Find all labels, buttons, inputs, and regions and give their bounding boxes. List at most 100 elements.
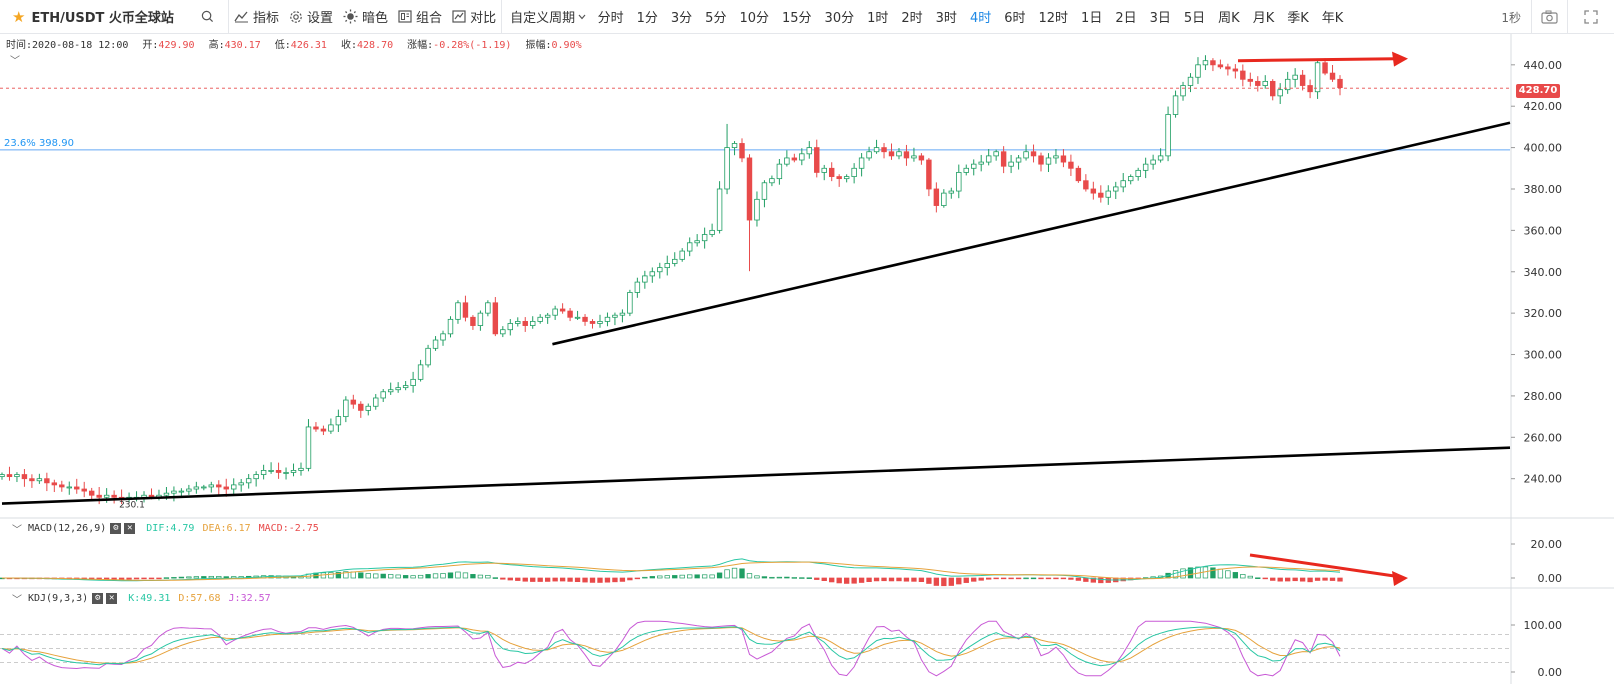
toolbar-divider xyxy=(1531,0,1532,34)
macd-histogram-bar xyxy=(582,577,588,583)
screenshot-button[interactable] xyxy=(1532,0,1567,34)
compare-button[interactable]: 对比 xyxy=(447,0,501,34)
candle-bullish xyxy=(290,470,297,473)
candle-bullish xyxy=(985,155,992,163)
candle-bullish xyxy=(806,147,813,155)
period-tab[interactable]: 1分 xyxy=(636,11,658,26)
collapse-macd-chevron-icon[interactable]: ﹀ xyxy=(12,525,22,536)
period-tab[interactable]: 15分 xyxy=(782,11,812,26)
macd-histogram-bar xyxy=(918,577,925,582)
candle-bearish xyxy=(1098,192,1104,198)
candle-bullish xyxy=(634,281,641,293)
macd-histogram-bar xyxy=(1307,577,1313,583)
candle-bullish xyxy=(36,478,43,482)
theme-label: 暗色 xyxy=(362,11,389,26)
period-tab[interactable]: 5日 xyxy=(1183,11,1206,26)
candle-bullish xyxy=(858,157,865,169)
period-tab[interactable]: 12时 xyxy=(1038,11,1069,26)
candlestick-chart[interactable]: 440.00 420.00 400.00 380.00 360.00 340.00 320.… xyxy=(0,34,1614,684)
candle-bearish xyxy=(1090,188,1097,194)
candle-bearish xyxy=(791,157,798,161)
period-tab[interactable]: 2日 xyxy=(1115,11,1137,26)
macd-dea-line xyxy=(2,561,1341,581)
macd-axis-label: 0.00 xyxy=(1538,572,1563,585)
period-tab[interactable]: 4时 xyxy=(969,11,992,26)
candle-bullish xyxy=(245,478,252,484)
high-value: 430.17 xyxy=(224,40,261,51)
macd-histogram-bar xyxy=(1023,577,1029,580)
macd-histogram-bar xyxy=(903,577,910,582)
macd-histogram-bar xyxy=(836,577,842,584)
y-axis-label: 240.00 xyxy=(1524,473,1563,486)
refresh-interval-button[interactable]: 1秒 xyxy=(1496,0,1531,34)
candle-bearish xyxy=(567,310,573,318)
macd-histogram-bar xyxy=(1299,577,1306,582)
favorite-star-icon[interactable]: ★ xyxy=(12,7,26,26)
macd-histogram-bar xyxy=(1180,568,1186,579)
macd-histogram-bar xyxy=(1322,577,1328,581)
y-axis-label: 420.00 xyxy=(1524,100,1563,113)
candle-bearish xyxy=(29,478,35,482)
macd-histogram-bar xyxy=(1337,577,1343,582)
period-tab[interactable]: 1日 xyxy=(1081,11,1103,26)
combo-button[interactable]: 组合 xyxy=(393,0,447,34)
macd-histogram-bar xyxy=(971,577,977,582)
macd-histogram-bar xyxy=(597,577,603,583)
macd-histogram-bar xyxy=(201,576,207,579)
macd-close-icon[interactable]: ✕ xyxy=(124,523,136,534)
candle-bullish xyxy=(694,240,700,244)
period-tab[interactable]: 年K xyxy=(1321,11,1344,26)
collapse-main-pane-chevron-icon[interactable]: ﹀ xyxy=(10,56,20,67)
candle-bullish xyxy=(432,339,439,349)
toolbar-divider xyxy=(501,0,503,34)
macd-histogram-bar xyxy=(1053,577,1059,580)
period-tab[interactable]: 周K xyxy=(1218,11,1240,26)
macd-histogram-bar xyxy=(716,572,723,579)
macd-histogram-bar xyxy=(769,576,775,579)
period-tab[interactable]: 分时 xyxy=(597,11,624,26)
candle-bullish xyxy=(380,391,386,399)
candle-bullish xyxy=(66,486,72,489)
macd-histogram-bar xyxy=(373,573,379,579)
macd-histogram-bar xyxy=(657,575,663,579)
candle-bullish xyxy=(425,347,431,366)
candle-bullish xyxy=(821,167,827,173)
period-tab[interactable]: 3时 xyxy=(935,11,957,26)
kdj-settings-icon[interactable]: ⚙ xyxy=(92,593,104,604)
period-tab[interactable]: 6时 xyxy=(1004,11,1026,26)
period-tab[interactable]: 月K xyxy=(1252,11,1275,26)
candle-bullish xyxy=(1127,176,1134,182)
period-tab[interactable]: 5分 xyxy=(705,11,727,26)
period-tab[interactable]: 2时 xyxy=(901,11,923,26)
period-tab[interactable]: 10分 xyxy=(739,11,769,26)
period-tab[interactable]: 30分 xyxy=(824,11,855,26)
macd-dif-line xyxy=(1,558,1341,582)
kdj-k-line xyxy=(1,626,1341,667)
collapse-kdj-chevron-icon[interactable]: ﹀ xyxy=(12,595,22,606)
kdj-close-icon[interactable]: ✕ xyxy=(106,593,118,604)
change-label: 涨幅: xyxy=(407,40,434,51)
candle-bearish xyxy=(1075,167,1082,182)
candle-bearish xyxy=(88,490,95,496)
period-tab[interactable]: 3日 xyxy=(1149,11,1171,26)
candle-bullish xyxy=(268,470,274,472)
period-tab[interactable]: 3分 xyxy=(670,11,693,26)
search-button[interactable] xyxy=(190,0,228,34)
symbol-selector[interactable]: ★ ETH/USDT 火币全球站 xyxy=(0,0,190,34)
candle-bearish xyxy=(470,316,476,326)
theme-toggle-button[interactable]: 暗色 xyxy=(338,0,393,34)
chevron-down-icon xyxy=(578,14,586,19)
period-tab[interactable]: 季K xyxy=(1287,11,1309,26)
custom-period-dropdown[interactable]: 自定义周期 xyxy=(502,0,591,34)
macd-histogram-bar xyxy=(1098,577,1104,584)
candle-bearish xyxy=(1240,70,1246,80)
period-tab[interactable]: 1时 xyxy=(867,11,889,26)
macd-settings-icon[interactable]: ⚙ xyxy=(110,523,122,534)
settings-button[interactable]: 设置 xyxy=(284,0,338,34)
macd-histogram-bar xyxy=(679,574,685,579)
amplitude-value: 0.90% xyxy=(551,40,582,51)
macd-histogram-bar xyxy=(731,567,738,579)
fullscreen-button[interactable] xyxy=(1568,0,1614,34)
macd-histogram-bar xyxy=(799,577,805,579)
indicators-button[interactable]: 指标 xyxy=(229,0,284,34)
